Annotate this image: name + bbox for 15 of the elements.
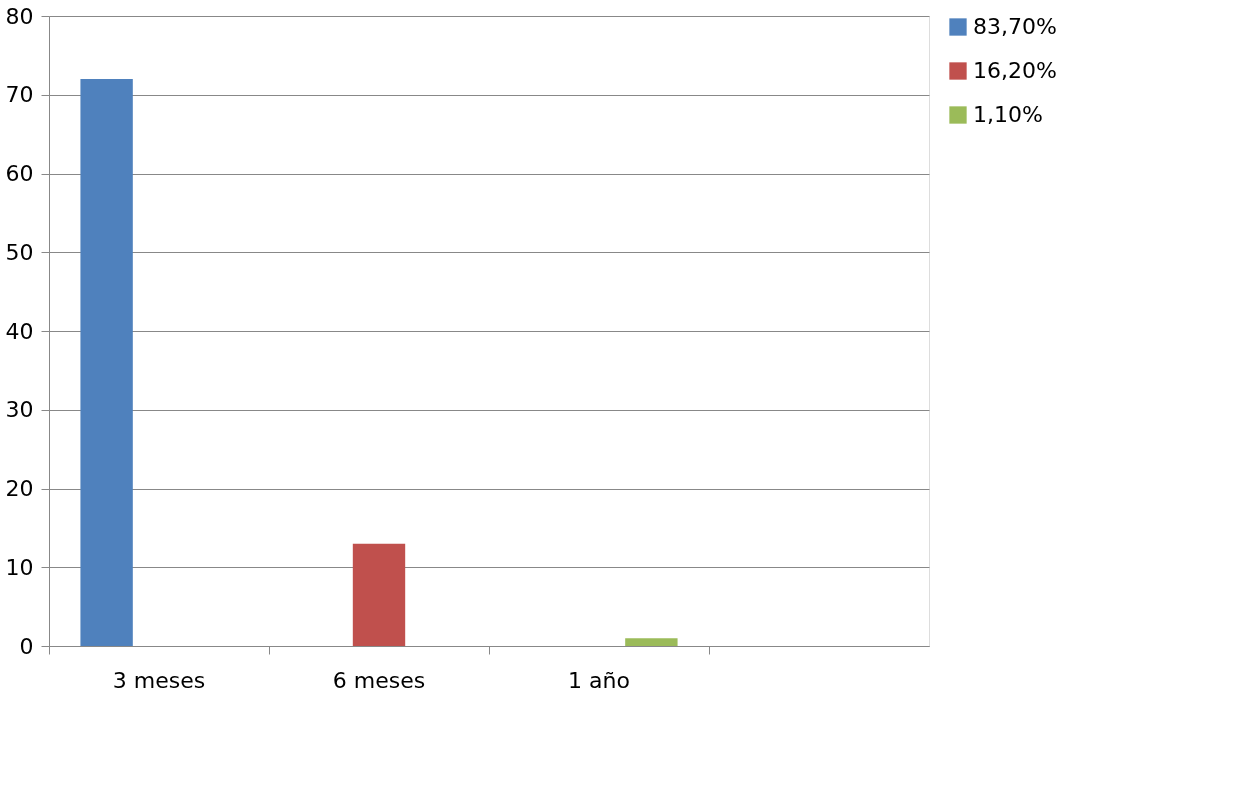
x-tick-label: 6 meses: [332, 667, 426, 693]
y-tick-label: 70: [5, 82, 34, 108]
y-tick-label: 60: [5, 161, 34, 186]
y-tick-label: 50: [5, 239, 34, 265]
legend-label: 1,10%: [973, 102, 1043, 127]
legend-label: 83,70%: [973, 14, 1057, 39]
y-tick-label: 10: [5, 554, 34, 580]
x-tick-label: 1 año: [568, 667, 630, 693]
y-tick-label: 20: [5, 476, 34, 501]
x-tick-label: 3 meses: [112, 667, 206, 693]
y-tick-label: 0: [19, 633, 34, 659]
y-tick-label: 80: [5, 3, 34, 29]
y-tick-label: 40: [5, 318, 34, 344]
y-tick-label: 30: [5, 397, 34, 423]
legend-label: 16,20%: [973, 58, 1057, 83]
